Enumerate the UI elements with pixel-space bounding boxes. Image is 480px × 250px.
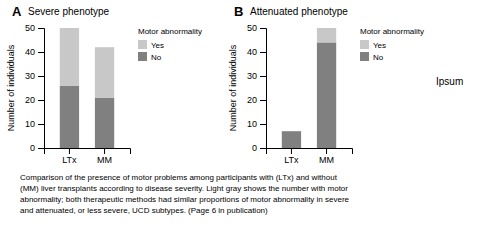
y-axis-title: Number of individuals: [6, 44, 16, 131]
x-tick: MM: [319, 148, 334, 165]
caption-line: Comparison of the presence of motor prob…: [20, 173, 338, 182]
panel-label: A: [12, 4, 22, 19]
y-tick-label: 50: [247, 23, 257, 33]
y-axis: 0 10 20 30 40 50: [247, 23, 267, 153]
legend-title: Motor abnormality: [360, 27, 424, 36]
y-tick: 20: [247, 95, 266, 105]
caption-line: (MM) liver transplants according to dise…: [20, 184, 348, 193]
legend: Motor abnormality Yes No: [360, 27, 424, 62]
bar-segment: [317, 28, 336, 42]
legend-swatch: [360, 52, 369, 61]
x-axis-line: [45, 149, 131, 155]
caption: Comparison of the presence of motor prob…: [20, 173, 350, 215]
x-tick-label: MM: [97, 155, 112, 165]
y-tick-mark: [260, 76, 266, 77]
y-tick-label: 40: [247, 47, 257, 57]
y-tick: 10: [247, 119, 266, 129]
y-tick-mark: [260, 148, 266, 149]
y-tick-label: 10: [25, 119, 35, 129]
x-tick-label: LTx: [62, 155, 77, 165]
y-tick-mark: [260, 28, 266, 29]
bar-segment: [60, 28, 79, 86]
legend-swatch: [138, 52, 147, 61]
x-tick-mark: [69, 148, 70, 154]
caption-line: abnormality; both therapeutic methods ha…: [20, 195, 350, 204]
legend: Motor abnormality Yes No: [138, 27, 202, 62]
y-tick: 40: [247, 47, 266, 57]
legend-swatch: [360, 40, 369, 49]
chart-root: 0 10 20 30 40 50 LTx MM Number of individuals A Se…: [0, 0, 480, 250]
y-tick: 40: [25, 47, 44, 57]
y-tick-mark: [260, 124, 266, 125]
panel: 0 10 20 30 40 50 LTx MM Number of individuals B At…: [228, 4, 424, 165]
x-tick-mark: [326, 148, 327, 154]
legend-entry: Yes: [151, 41, 164, 50]
panel-title: Attenuated phenotype: [250, 6, 348, 17]
y-tick-mark: [38, 28, 44, 29]
y-tick-label: 0: [252, 143, 257, 153]
y-tick-mark: [38, 100, 44, 101]
panel-label: B: [234, 4, 243, 19]
bars: [282, 28, 336, 148]
y-tick-mark: [38, 148, 44, 149]
legend-entry: Yes: [373, 41, 386, 50]
x-tick: LTx: [62, 148, 77, 165]
y-tick-mark: [260, 52, 266, 53]
bars: [60, 28, 114, 148]
x-tick-label: MM: [319, 155, 334, 165]
y-tick-mark: [38, 76, 44, 77]
y-tick-label: 50: [25, 23, 35, 33]
side-text: Ipsum: [436, 76, 463, 87]
y-tick-mark: [38, 124, 44, 125]
x-tick: LTx: [284, 148, 299, 165]
bar-segment: [95, 47, 114, 97]
legend-entry: No: [373, 53, 384, 62]
y-tick-label: 20: [247, 95, 257, 105]
bar-segment: [282, 131, 301, 148]
y-tick-mark: [260, 100, 266, 101]
y-axis: 0 10 20 30 40 50: [25, 23, 45, 153]
caption-line: and attenuated, or less severe, UCD subt…: [20, 206, 268, 215]
y-tick-label: 30: [25, 71, 35, 81]
y-tick: 10: [25, 119, 44, 129]
legend-entry: No: [151, 53, 162, 62]
x-tick-mark: [291, 148, 292, 154]
x-axis: LTx MM: [45, 148, 131, 165]
y-tick-label: 20: [25, 95, 35, 105]
y-tick-label: 30: [247, 71, 257, 81]
y-axis-title: Number of individuals: [228, 44, 238, 131]
panel-title: Severe phenotype: [28, 6, 110, 17]
x-axis: LTx MM: [267, 148, 353, 165]
x-tick: MM: [97, 148, 112, 165]
y-axis-line: [260, 29, 267, 149]
bar-segment: [282, 131, 301, 132]
y-tick: 20: [25, 95, 44, 105]
bar-segment: [317, 42, 336, 148]
y-tick: 50: [25, 23, 44, 33]
panel: 0 10 20 30 40 50 LTx MM Number of individuals A Se…: [6, 4, 202, 165]
y-axis-line: [38, 29, 45, 149]
figure: 0 10 20 30 40 50 LTx MM Number of individuals A Se…: [0, 0, 480, 250]
y-tick-mark: [38, 52, 44, 53]
legend-swatch: [138, 40, 147, 49]
y-tick-label: 40: [25, 47, 35, 57]
y-tick: 30: [247, 71, 266, 81]
y-tick: 50: [247, 23, 266, 33]
y-tick-label: 10: [247, 119, 257, 129]
legend-title: Motor abnormality: [138, 27, 202, 36]
y-tick: 0: [252, 143, 266, 153]
x-axis-line: [267, 149, 353, 155]
y-tick: 0: [30, 143, 44, 153]
bar-segment: [95, 98, 114, 148]
y-tick-label: 0: [30, 143, 35, 153]
bar-segment: [60, 86, 79, 148]
x-tick-mark: [104, 148, 105, 154]
x-tick-label: LTx: [284, 155, 299, 165]
y-tick: 30: [25, 71, 44, 81]
